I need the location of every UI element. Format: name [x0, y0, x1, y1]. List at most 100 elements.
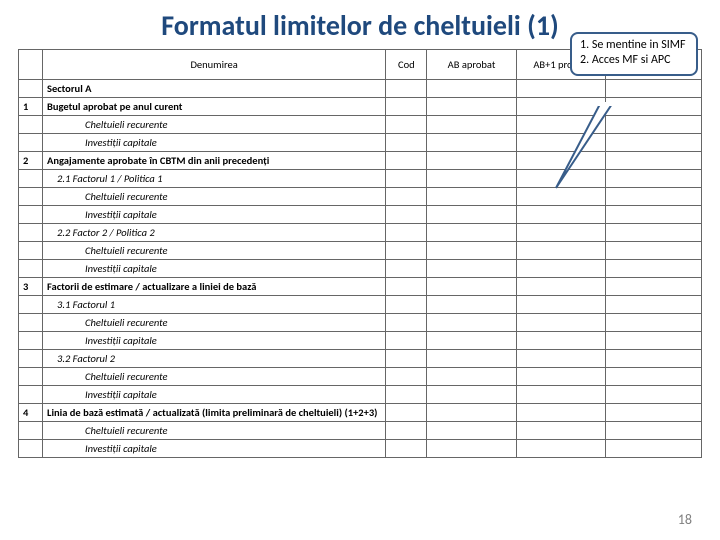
cell-name: Investiții capitale	[43, 386, 386, 404]
table-row: 2.1 Factorul 1 / Politica 1	[19, 170, 702, 188]
cell-empty	[386, 332, 427, 350]
cell-empty	[427, 278, 516, 296]
table-row: Investiții capitale	[19, 332, 702, 350]
cell-empty	[516, 422, 605, 440]
cell-empty	[427, 386, 516, 404]
cell-empty	[516, 188, 605, 206]
cell-empty	[605, 152, 701, 170]
cell-num	[19, 188, 43, 206]
table-row: 1Bugetul aprobat pe anul curent	[19, 98, 702, 116]
table-row: Sectorul A	[19, 80, 702, 98]
table-row: Investiții capitale	[19, 206, 702, 224]
table-row: Investiții capitale	[19, 440, 702, 458]
table-container: Denumirea Cod AB aprobat AB+1 proiect AB…	[0, 49, 720, 458]
cell-empty	[516, 404, 605, 422]
cell-num: 1	[19, 98, 43, 116]
cell-name: Investiții capitale	[43, 206, 386, 224]
cell-num	[19, 170, 43, 188]
table-row: Cheltuieli recurente	[19, 242, 702, 260]
cell-empty	[386, 170, 427, 188]
cell-name: Angajamente aprobate în CBTM din anii pr…	[43, 152, 386, 170]
cell-empty	[427, 134, 516, 152]
cell-num	[19, 116, 43, 134]
cell-name: Cheltuieli recurente	[43, 422, 386, 440]
col-cod: Cod	[386, 50, 427, 80]
cell-name: Bugetul aprobat pe anul curent	[43, 98, 386, 116]
cell-name: Cheltuieli recurente	[43, 188, 386, 206]
cell-num	[19, 440, 43, 458]
cell-empty	[386, 296, 427, 314]
cell-num	[19, 134, 43, 152]
cell-empty	[605, 80, 701, 98]
cell-empty	[516, 80, 605, 98]
cell-empty	[516, 242, 605, 260]
callout-line1: 1. Se mentine in SIMF	[580, 38, 688, 53]
cell-empty	[427, 188, 516, 206]
cell-empty	[427, 404, 516, 422]
cell-name: 3.2 Factorul 2	[43, 350, 386, 368]
cell-num	[19, 350, 43, 368]
cell-empty	[427, 206, 516, 224]
cell-empty	[386, 98, 427, 116]
cell-empty	[427, 98, 516, 116]
table-row: 3.2 Factorul 2	[19, 350, 702, 368]
cell-num	[19, 386, 43, 404]
col-num	[19, 50, 43, 80]
cell-num: 2	[19, 152, 43, 170]
table-row: 3Factorii de estimare / actualizare a li…	[19, 278, 702, 296]
cell-empty	[516, 332, 605, 350]
table-row: 3.1 Factorul 1	[19, 296, 702, 314]
cell-empty	[386, 188, 427, 206]
cell-empty	[386, 350, 427, 368]
cell-name: Investiții capitale	[43, 134, 386, 152]
cell-empty	[516, 116, 605, 134]
cell-num	[19, 80, 43, 98]
page-number: 18	[678, 511, 692, 528]
cell-empty	[605, 134, 701, 152]
cell-empty	[427, 80, 516, 98]
cell-empty	[386, 80, 427, 98]
cell-name: Investiții capitale	[43, 440, 386, 458]
cell-name: Cheltuieli recurente	[43, 242, 386, 260]
cell-empty	[516, 350, 605, 368]
cell-empty	[516, 260, 605, 278]
cell-empty	[516, 314, 605, 332]
cell-num	[19, 224, 43, 242]
table-row: 2Angajamente aprobate în CBTM din anii p…	[19, 152, 702, 170]
cell-name: Linia de bază estimată / actualizată (li…	[43, 404, 386, 422]
cell-name: Investiții capitale	[43, 332, 386, 350]
table-row: Investiții capitale	[19, 386, 702, 404]
cell-empty	[605, 296, 701, 314]
cell-empty	[427, 422, 516, 440]
cell-empty	[516, 152, 605, 170]
cell-num	[19, 242, 43, 260]
callout-line2: 2. Acces MF si APC	[580, 53, 688, 68]
cell-empty	[516, 440, 605, 458]
cell-name: Sectorul A	[43, 80, 386, 98]
cell-empty	[516, 170, 605, 188]
cell-empty	[427, 314, 516, 332]
table-row: Cheltuieli recurente	[19, 368, 702, 386]
cell-empty	[386, 440, 427, 458]
cell-num	[19, 296, 43, 314]
cell-name: Cheltuieli recurente	[43, 368, 386, 386]
cell-empty	[516, 224, 605, 242]
cell-empty	[427, 242, 516, 260]
callout-box: 1. Se mentine in SIMF 2. Acces MF si APC	[570, 32, 698, 76]
table-row: 4Linia de bază estimată / actualizată (l…	[19, 404, 702, 422]
cell-name: Cheltuieli recurente	[43, 116, 386, 134]
cell-name: Factorii de estimare / actualizare a lin…	[43, 278, 386, 296]
cell-empty	[386, 422, 427, 440]
cell-empty	[427, 260, 516, 278]
cell-empty	[605, 170, 701, 188]
cell-empty	[386, 116, 427, 134]
cell-name: Cheltuieli recurente	[43, 314, 386, 332]
cell-empty	[427, 350, 516, 368]
cell-empty	[386, 314, 427, 332]
table-row: Cheltuieli recurente	[19, 422, 702, 440]
limits-table: Denumirea Cod AB aprobat AB+1 proiect AB…	[18, 49, 702, 458]
cell-empty	[516, 278, 605, 296]
cell-empty	[427, 296, 516, 314]
cell-empty	[605, 350, 701, 368]
cell-empty	[605, 278, 701, 296]
